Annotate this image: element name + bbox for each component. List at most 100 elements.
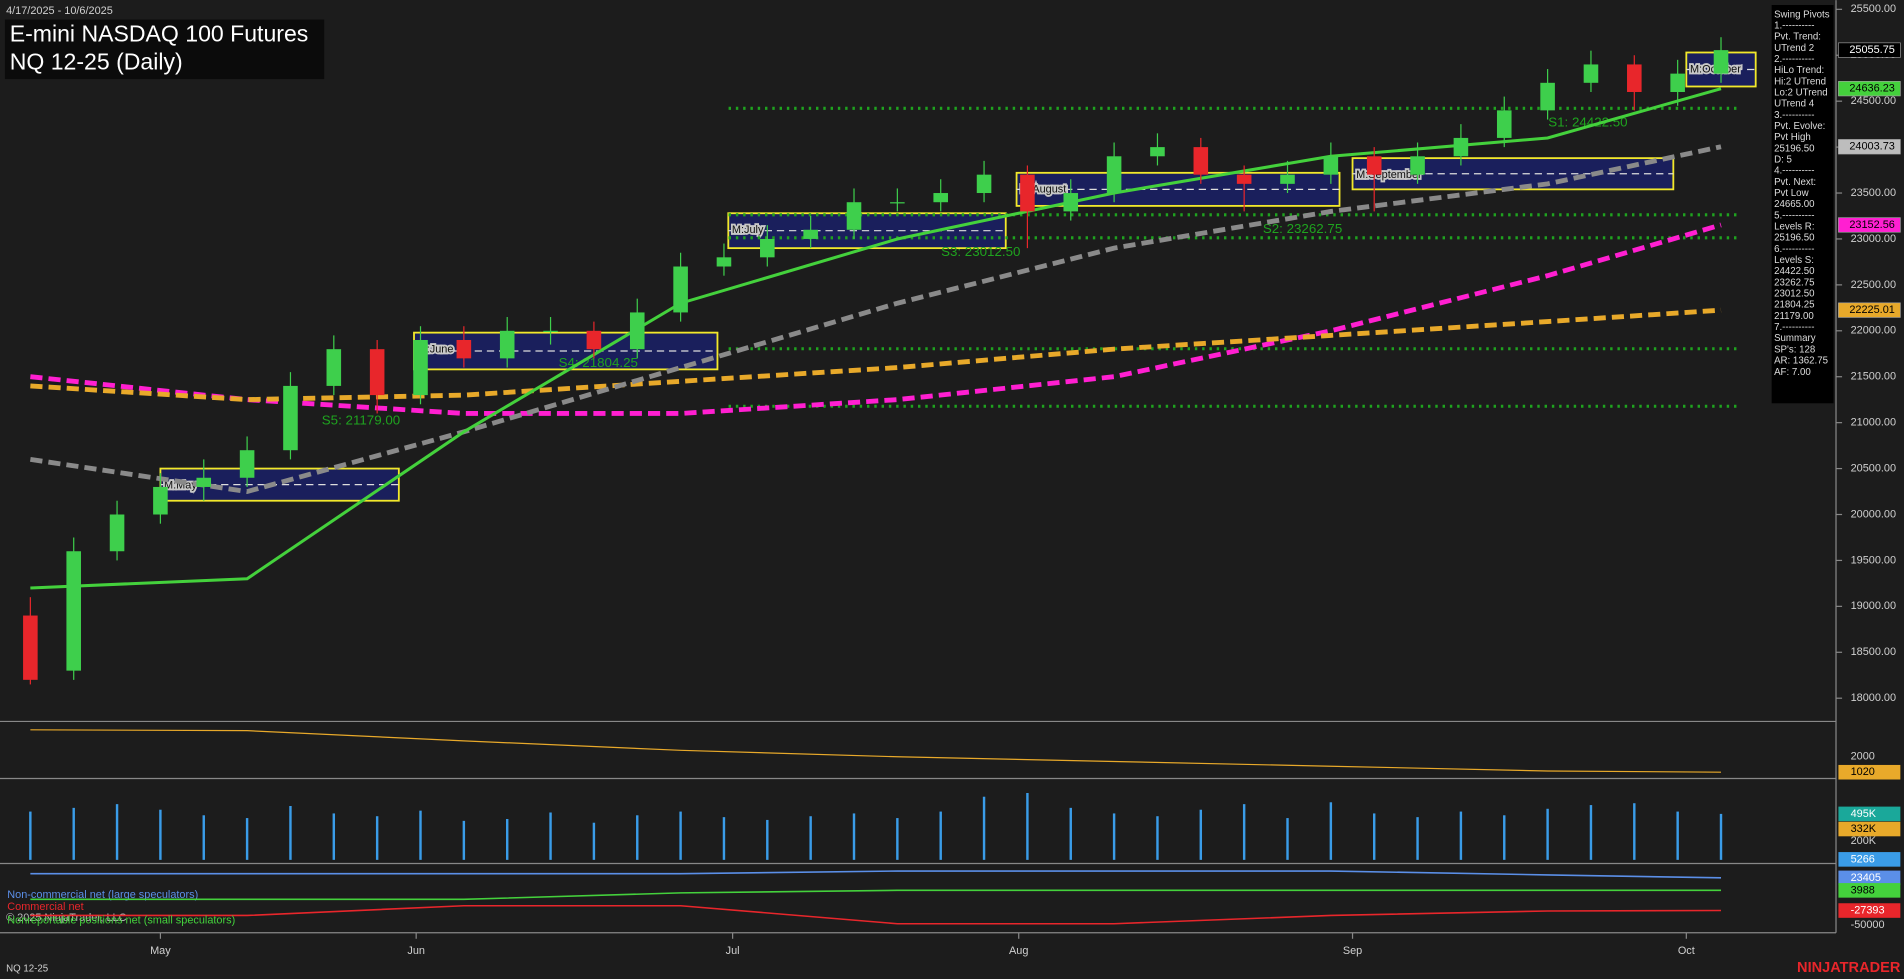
oscillator-line	[30, 729, 1722, 773]
level-label: S5: 21179.00	[322, 412, 400, 427]
cot-legend: Commercial net	[7, 901, 83, 913]
info-line: Pvt Low	[1774, 188, 1810, 199]
candle-body	[1236, 174, 1252, 184]
y-tick-label: 22500.00	[1851, 279, 1897, 291]
candle-body	[499, 330, 515, 359]
candle-body	[66, 551, 81, 671]
info-line: 25196.50	[1774, 143, 1815, 154]
y-tick-label: 22000.00	[1851, 325, 1897, 337]
candle-body	[1323, 156, 1339, 175]
info-line: Pvt. Trend:	[1774, 32, 1821, 43]
info-line: Hi:2 UTrend	[1774, 76, 1826, 87]
candle-body	[1366, 156, 1382, 175]
candle-body	[1150, 147, 1165, 157]
cot-legend: Non-commercial net (large speculators)	[7, 889, 198, 901]
candle-body	[153, 486, 168, 515]
level-label: S4: 21804.25	[559, 355, 638, 370]
candle-body	[1496, 110, 1512, 138]
x-tick-label: Jun	[407, 945, 425, 957]
candle-body	[283, 385, 298, 451]
price-tag-label: 22225.01	[1849, 304, 1895, 316]
price-tag-label: 23152.56	[1849, 219, 1895, 231]
y-tick-label: 24500.00	[1851, 95, 1897, 107]
y-tick-label: 20000.00	[1851, 508, 1897, 520]
cot-tag	[1838, 883, 1901, 898]
candle-body	[760, 238, 775, 258]
candle-body	[239, 450, 255, 478]
candle-body	[543, 330, 558, 333]
info-panel	[1771, 5, 1834, 404]
info-line: 5.----------	[1774, 210, 1814, 221]
volume-tag-label: 495K	[1851, 808, 1877, 820]
candle-body	[456, 339, 472, 359]
info-line: 2.----------	[1774, 54, 1814, 65]
candle-body	[196, 477, 212, 487]
cot-tag-label: -27393	[1851, 904, 1885, 916]
cot-line	[30, 870, 1722, 879]
moving-average	[30, 222, 1722, 416]
volume-tag	[1838, 821, 1901, 837]
cot-line	[30, 904, 1722, 925]
cot-legend: Nonreportable positions net (small specu…	[7, 914, 235, 926]
candle-body	[1540, 82, 1555, 111]
oscillator-tag	[1838, 764, 1901, 780]
y-tick-label: -50000	[1851, 919, 1885, 931]
y-tick-label: 19000.00	[1851, 600, 1897, 612]
candle-body	[673, 266, 688, 313]
info-line: 3.----------	[1774, 110, 1814, 121]
y-tick-label: 18500.00	[1851, 646, 1897, 658]
info-line: 24665.00	[1774, 199, 1815, 210]
price-tag-label: 25055.75	[1849, 44, 1895, 56]
info-line: Lo:2 UTrend	[1774, 87, 1828, 98]
candle-body	[1627, 64, 1642, 92]
price-tag	[1838, 81, 1901, 97]
volume-tag	[1838, 852, 1901, 867]
y-tick-label: 23000.00	[1851, 233, 1897, 245]
moving-average	[30, 87, 1722, 590]
cot-line	[30, 889, 1722, 901]
info-line: SP's: 128	[1774, 344, 1815, 355]
cot-tag	[1838, 903, 1901, 918]
price-tag	[1838, 217, 1901, 233]
candle-body	[803, 229, 818, 239]
cot-tag-label: 3988	[1851, 884, 1875, 896]
candle-body	[629, 312, 645, 350]
cot-tag	[1838, 870, 1901, 886]
candle-body	[890, 202, 905, 204]
info-line: AR: 1362.75	[1774, 356, 1828, 367]
oscillator-tag-label: 1020	[1851, 766, 1875, 778]
info-line: D: 5	[1774, 155, 1792, 166]
box-label: M:May	[164, 479, 197, 491]
box-label: M:July	[732, 224, 764, 236]
info-line: HiLo Trend:	[1774, 65, 1824, 76]
info-line: AF: 7.00	[1774, 367, 1811, 378]
info-line: Levels S:	[1774, 255, 1814, 266]
candle-body	[1280, 174, 1295, 184]
price-tag	[1838, 302, 1901, 318]
y-tick-label: 21000.00	[1851, 417, 1897, 429]
info-line: 7.----------	[1774, 322, 1814, 333]
candle-body	[933, 193, 948, 203]
instrument: NQ 12-25	[6, 964, 48, 975]
x-tick-label: Sep	[1343, 945, 1362, 957]
level-label: S2: 23262.75	[1263, 221, 1342, 236]
info-line: UTrend 2	[1774, 43, 1814, 54]
info-line: Pvt High	[1774, 132, 1811, 143]
level-label: S3: 23012.50	[941, 244, 1020, 259]
candle-body	[976, 174, 992, 194]
candle-body	[1410, 156, 1425, 175]
info-line: 6.----------	[1774, 244, 1814, 255]
y-tick-label: 18000.00	[1851, 692, 1897, 704]
info-line: 21804.25	[1774, 300, 1814, 311]
candle-body	[1063, 193, 1079, 212]
x-tick-label: Jul	[726, 945, 740, 957]
brand: NINJATRADER	[1797, 960, 1901, 976]
date-range: 4/17/2025 - 10/6/2025	[6, 5, 113, 17]
moving-average	[30, 307, 1722, 403]
volume-tag-label: 332K	[1851, 823, 1877, 835]
info-line: Summary	[1774, 333, 1816, 344]
moving-average	[30, 144, 1722, 495]
info-line: 25196.50	[1774, 233, 1815, 244]
info-line: 23012.50	[1774, 289, 1815, 300]
